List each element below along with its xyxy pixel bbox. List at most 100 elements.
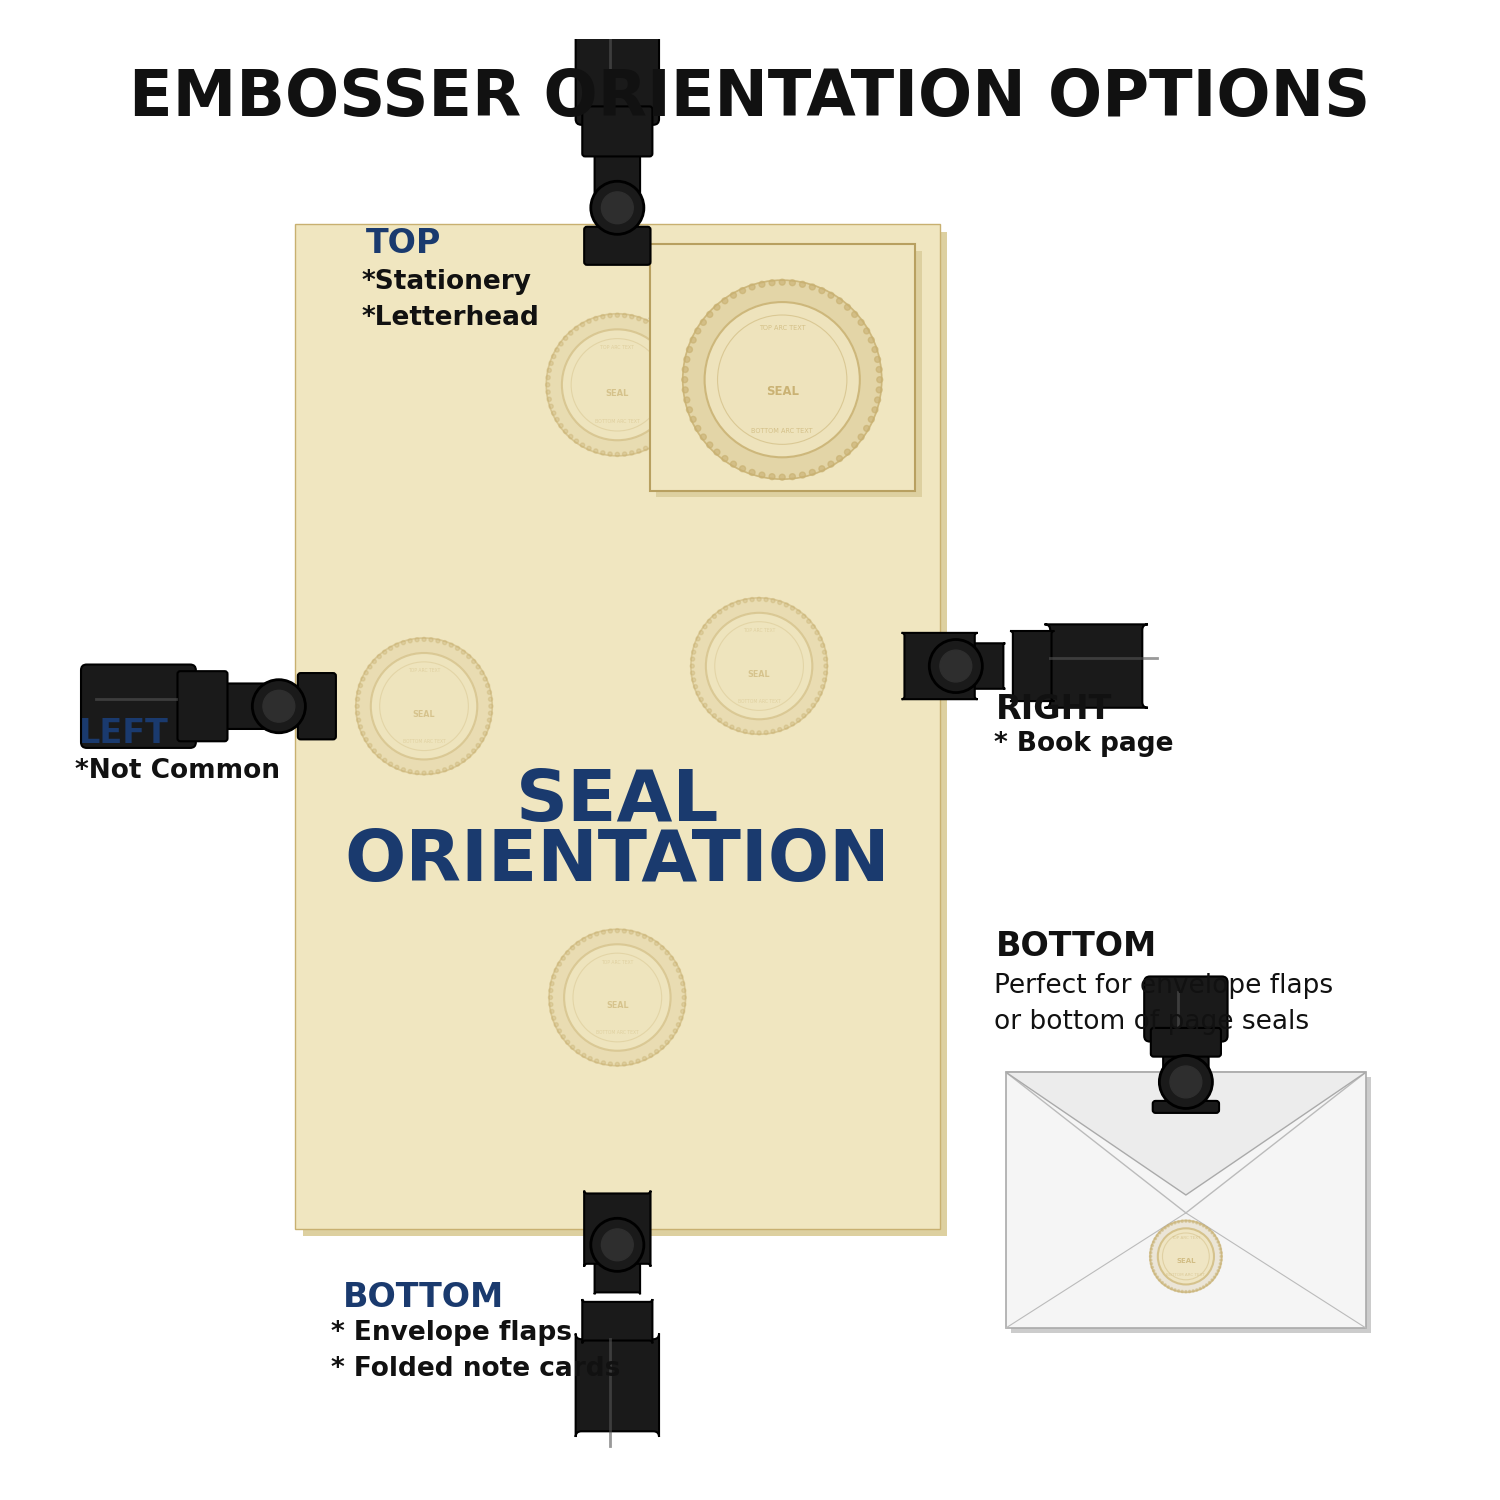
- Circle shape: [730, 603, 734, 608]
- Text: BOTTOM: BOTTOM: [996, 930, 1158, 963]
- Circle shape: [357, 690, 360, 694]
- Circle shape: [586, 320, 591, 324]
- Circle shape: [717, 610, 722, 614]
- Circle shape: [442, 640, 447, 645]
- Circle shape: [696, 638, 700, 640]
- Circle shape: [429, 638, 433, 642]
- Circle shape: [681, 1010, 686, 1014]
- Circle shape: [807, 708, 812, 712]
- Circle shape: [636, 316, 640, 321]
- Circle shape: [876, 366, 882, 372]
- Circle shape: [770, 279, 776, 285]
- Circle shape: [864, 426, 870, 432]
- Circle shape: [376, 654, 381, 658]
- Polygon shape: [1007, 1072, 1366, 1196]
- Circle shape: [802, 615, 806, 618]
- Circle shape: [676, 969, 681, 972]
- Circle shape: [699, 630, 703, 634]
- Circle shape: [356, 704, 358, 708]
- Circle shape: [684, 398, 687, 402]
- Circle shape: [448, 644, 453, 646]
- Text: BOTTOM ARC TEXT: BOTTOM ARC TEXT: [596, 1030, 639, 1035]
- Circle shape: [602, 930, 606, 934]
- Circle shape: [1158, 1232, 1161, 1234]
- Circle shape: [662, 332, 666, 334]
- Circle shape: [696, 692, 700, 696]
- Circle shape: [1196, 1288, 1198, 1292]
- Circle shape: [1206, 1227, 1208, 1228]
- Circle shape: [807, 620, 812, 624]
- Circle shape: [562, 330, 674, 440]
- Circle shape: [681, 362, 686, 366]
- Circle shape: [669, 1035, 674, 1040]
- Circle shape: [1174, 1221, 1176, 1224]
- Circle shape: [812, 704, 814, 708]
- Circle shape: [790, 722, 795, 726]
- FancyBboxPatch shape: [594, 1252, 640, 1294]
- Circle shape: [742, 729, 747, 734]
- Circle shape: [1178, 1221, 1179, 1222]
- Circle shape: [680, 411, 682, 416]
- Circle shape: [705, 302, 860, 458]
- Circle shape: [576, 1050, 580, 1053]
- FancyBboxPatch shape: [584, 226, 651, 266]
- Circle shape: [664, 1040, 669, 1044]
- Circle shape: [693, 684, 698, 688]
- Circle shape: [483, 676, 488, 681]
- Circle shape: [868, 338, 874, 344]
- Circle shape: [692, 650, 696, 654]
- Circle shape: [796, 718, 801, 722]
- Circle shape: [1164, 1284, 1166, 1286]
- Circle shape: [690, 338, 696, 344]
- Circle shape: [362, 732, 364, 735]
- Circle shape: [476, 744, 480, 747]
- Circle shape: [821, 644, 825, 648]
- FancyBboxPatch shape: [1162, 1047, 1209, 1080]
- Circle shape: [764, 597, 768, 602]
- Circle shape: [550, 981, 554, 986]
- Circle shape: [570, 1046, 574, 1048]
- Circle shape: [564, 429, 567, 433]
- Circle shape: [570, 946, 574, 950]
- Circle shape: [480, 738, 484, 741]
- Circle shape: [483, 732, 488, 735]
- Circle shape: [668, 429, 670, 433]
- Circle shape: [486, 724, 489, 729]
- Circle shape: [462, 650, 465, 654]
- Circle shape: [800, 472, 806, 478]
- Circle shape: [750, 730, 754, 735]
- Circle shape: [748, 284, 754, 290]
- Circle shape: [466, 654, 471, 658]
- Circle shape: [699, 698, 703, 702]
- Circle shape: [471, 748, 476, 753]
- Circle shape: [580, 442, 585, 447]
- Circle shape: [1160, 1056, 1212, 1108]
- Circle shape: [566, 951, 570, 956]
- Circle shape: [708, 620, 711, 624]
- Circle shape: [546, 314, 688, 456]
- Circle shape: [662, 435, 666, 438]
- Circle shape: [1161, 1281, 1164, 1284]
- Circle shape: [549, 996, 552, 999]
- Circle shape: [1220, 1251, 1222, 1254]
- Circle shape: [1152, 1240, 1155, 1244]
- Circle shape: [564, 336, 567, 340]
- Text: * Envelope flaps
* Folded note cards: * Envelope flaps * Folded note cards: [332, 1320, 621, 1383]
- Circle shape: [821, 684, 825, 688]
- Circle shape: [686, 382, 688, 387]
- Text: TOP ARC TEXT: TOP ARC TEXT: [602, 960, 633, 964]
- Circle shape: [555, 348, 560, 352]
- Circle shape: [684, 398, 690, 404]
- Circle shape: [684, 368, 687, 372]
- Circle shape: [674, 962, 678, 966]
- Circle shape: [706, 312, 712, 318]
- Circle shape: [615, 1062, 620, 1066]
- Circle shape: [675, 417, 680, 422]
- Circle shape: [552, 975, 556, 980]
- Circle shape: [1215, 1238, 1218, 1240]
- Circle shape: [1178, 1290, 1179, 1292]
- Circle shape: [824, 670, 828, 675]
- Circle shape: [704, 624, 706, 628]
- Circle shape: [466, 754, 471, 758]
- Circle shape: [252, 680, 306, 734]
